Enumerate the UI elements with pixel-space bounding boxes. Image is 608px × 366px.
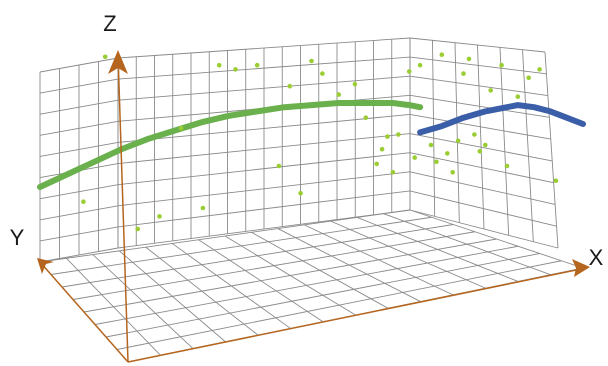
scatter-point — [320, 71, 325, 76]
back-wall-gridline — [117, 209, 411, 249]
back-wall-gridline — [117, 190, 411, 228]
right-wall-gridline — [409, 190, 557, 227]
scatter-point — [352, 81, 358, 87]
x-axis-label: X — [589, 245, 604, 270]
left-wall-gridline — [39, 99, 119, 115]
scatter-point — [515, 94, 521, 99]
scatter-point — [434, 159, 439, 165]
right-wall-gridline — [409, 171, 556, 205]
scatter-point — [483, 142, 488, 148]
scatter-point — [450, 170, 456, 175]
floor-gridline — [116, 260, 562, 350]
right-wall-gridline — [409, 152, 554, 184]
left-wall-gridline — [39, 142, 119, 157]
left-wall-gridline — [39, 78, 119, 94]
back-wall-gridline — [117, 56, 411, 80]
scatter-point — [499, 62, 504, 68]
right-wall-gridline — [409, 56, 547, 75]
back-wall-gridline — [117, 152, 411, 186]
floor-gridline — [72, 231, 475, 300]
right-wall-gridline — [477, 44, 485, 230]
scatter-point — [390, 170, 396, 175]
right-wall-gridline — [454, 42, 460, 223]
scatter-point — [537, 67, 542, 72]
scatter-point — [396, 132, 401, 137]
left-wall-gridline — [39, 120, 119, 136]
floor-gridline — [61, 224, 454, 288]
scatter-point — [200, 205, 206, 211]
back-wall-gridline — [117, 37, 411, 59]
scatter-point — [417, 62, 423, 68]
scatter-point — [412, 155, 418, 160]
y-axis-line — [39, 261, 129, 363]
back-wall-gridline — [117, 171, 411, 207]
y-axis-arrow — [37, 258, 54, 274]
back-wall-gridline — [117, 113, 411, 143]
scatter-point — [526, 75, 531, 81]
scatter-point — [472, 132, 477, 137]
scatter-point — [363, 115, 369, 120]
right-wall-gridline — [409, 37, 546, 53]
scatter-point — [157, 214, 162, 219]
axes-layer — [37, 50, 590, 363]
scatter-point — [216, 62, 222, 68]
z-axis-line — [117, 53, 129, 363]
scatter-point — [336, 92, 342, 97]
right-wall-gridline — [409, 209, 559, 249]
scatter-point — [276, 163, 282, 169]
right-wall-gridline — [409, 94, 550, 118]
x-axis-line — [127, 267, 587, 363]
scatter-point — [466, 56, 472, 62]
right-wall-gridline — [409, 114, 551, 140]
scatter-point — [374, 161, 380, 167]
scatter-point — [254, 62, 260, 68]
right-wall-gridline — [499, 47, 510, 236]
scatter-point — [445, 151, 450, 156]
scatter-point — [178, 125, 184, 131]
left-wall-gridline — [39, 57, 119, 73]
back-wall-gridline — [117, 75, 411, 101]
floor-gridline — [39, 209, 411, 263]
series-line — [37, 100, 424, 190]
y-axis-label: Y — [10, 225, 25, 250]
scatter-point — [455, 138, 461, 144]
left-wall-gridline — [39, 247, 119, 263]
right-wall-gridline — [522, 49, 534, 242]
scatter-point — [477, 149, 483, 154]
scatter-point — [553, 178, 559, 183]
z-axis-label: Z — [103, 11, 116, 36]
scatter-point — [309, 58, 314, 64]
z-axis-arrow — [108, 50, 128, 74]
scatter-point — [379, 146, 385, 152]
left-wall-gridline — [39, 184, 119, 200]
scatter-point — [287, 83, 293, 89]
right-wall-gridline — [409, 133, 553, 162]
scatter-point — [233, 67, 238, 72]
scatter-point — [428, 142, 434, 148]
scatter-point — [81, 199, 86, 204]
back-wall-gridline — [117, 133, 411, 165]
right-wall-gridline — [409, 75, 548, 97]
scatter-point — [135, 226, 140, 232]
grid-walls — [39, 37, 584, 363]
left-wall-gridline — [39, 226, 119, 242]
floor-gridline — [94, 245, 519, 325]
x-axis-arrow — [572, 259, 590, 277]
series-layer — [37, 52, 586, 232]
scatter-point — [298, 191, 303, 196]
scatter-point — [488, 88, 494, 93]
scatter-point — [385, 134, 390, 139]
series-line — [417, 102, 586, 136]
floor-gridline — [50, 216, 432, 275]
scatter-point — [406, 69, 412, 74]
left-wall-gridline — [39, 205, 119, 221]
floor-gridline — [83, 238, 497, 313]
scatter-point — [102, 54, 108, 60]
scatter-point — [439, 52, 445, 57]
scatter-point — [461, 71, 466, 76]
scatter-point — [504, 163, 510, 169]
floor-gridline — [105, 253, 540, 338]
right-wall-gridline — [544, 51, 559, 249]
